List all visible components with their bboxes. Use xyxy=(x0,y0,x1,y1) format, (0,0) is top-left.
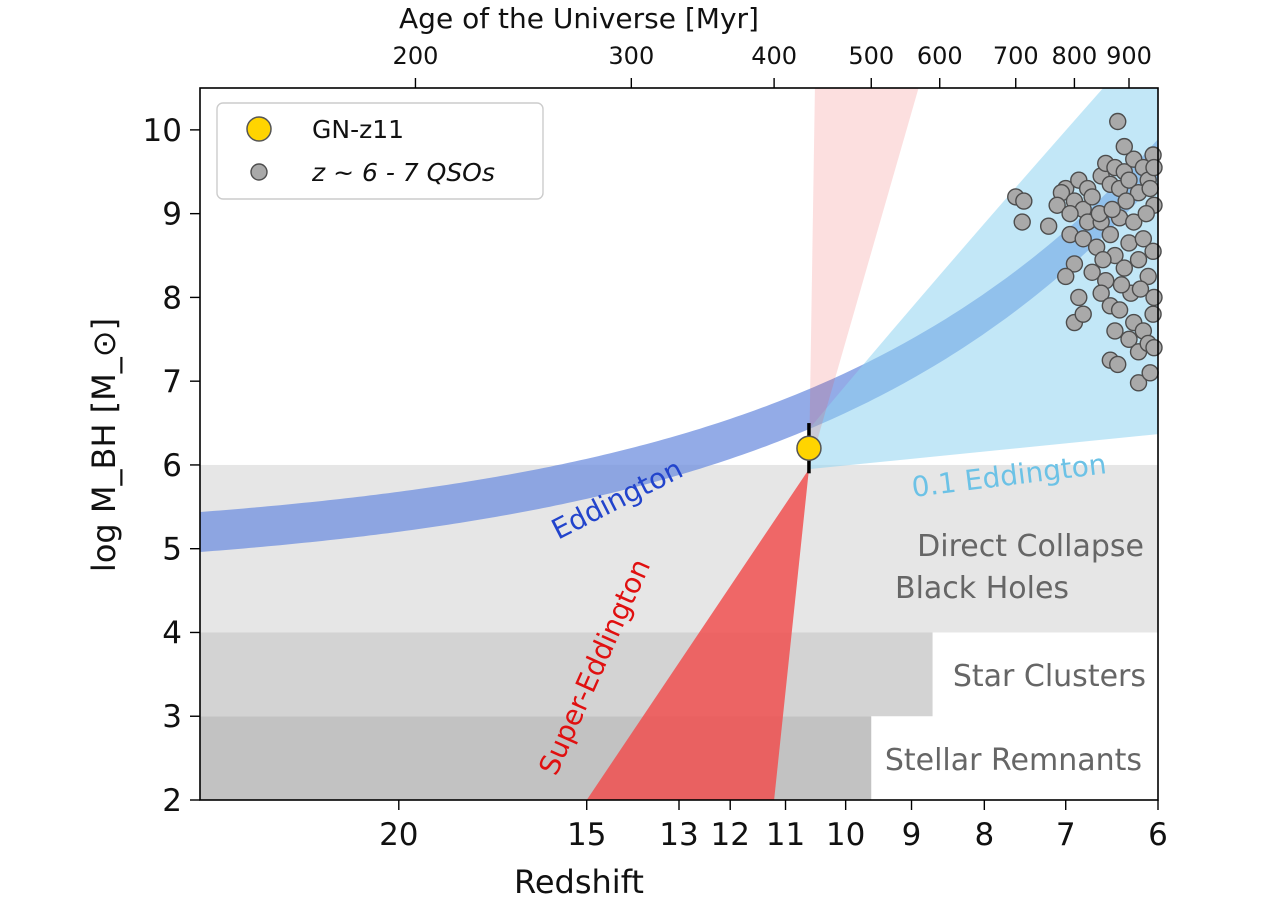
x-tick-label: 11 xyxy=(766,817,805,853)
y-tick-label: 7 xyxy=(162,364,182,400)
qso-point xyxy=(1129,251,1148,269)
y-tick-label: 8 xyxy=(162,280,182,316)
qso-point xyxy=(1061,204,1079,223)
legend: GN-z11 z ~ 6 - 7 QSOs xyxy=(216,102,544,200)
qso-point xyxy=(1129,374,1148,392)
y-tick-label: 6 xyxy=(162,448,182,484)
y-tick-label: 9 xyxy=(162,197,182,233)
qso-point xyxy=(1137,204,1155,223)
top-tick-label: 300 xyxy=(608,42,654,70)
qso-point xyxy=(1120,171,1138,189)
region-label-stellar-remnants: Stellar Remnants xyxy=(885,743,1142,778)
qso-point xyxy=(1145,158,1163,177)
qso-point xyxy=(1065,255,1084,273)
super-eddington-band-upper xyxy=(808,88,919,470)
y-tick-label: 2 xyxy=(162,783,182,819)
qso-point xyxy=(1109,112,1127,131)
region-0 xyxy=(200,464,1158,633)
x-tick-label: 8 xyxy=(974,817,994,853)
top-tick-label: 700 xyxy=(993,42,1039,70)
legend-gnz11-marker xyxy=(246,116,272,142)
qso-point xyxy=(1057,267,1075,286)
top-tick-label: 800 xyxy=(1052,42,1098,70)
top-tick-label: 600 xyxy=(917,42,963,70)
top-tick-label: 200 xyxy=(393,42,439,70)
qso-point xyxy=(1120,330,1138,348)
y-tick-label: 10 xyxy=(143,113,182,149)
x-axis-title: Redshift xyxy=(514,863,644,901)
x-tick-label: 13 xyxy=(659,817,698,853)
x-tick-label: 6 xyxy=(1148,817,1168,853)
region-label-dcbh: Direct Collapse xyxy=(917,529,1144,564)
qso-point xyxy=(1101,225,1120,244)
top-tick-label: 500 xyxy=(848,42,894,70)
qso-point xyxy=(1039,217,1058,235)
qso-point xyxy=(1144,305,1162,323)
qso-point xyxy=(1139,267,1157,286)
x-tick-label: 15 xyxy=(567,817,606,853)
x-tick-label: 7 xyxy=(1056,817,1076,853)
region-label-dcbh: Black Holes xyxy=(895,571,1069,606)
qso-point xyxy=(1083,188,1101,206)
qso-point xyxy=(1074,230,1092,248)
legend-qso-label: z ~ 6 - 7 QSOs xyxy=(311,158,495,187)
qso-point xyxy=(1125,213,1143,231)
top-axis-title: Age of the Universe [Myr] xyxy=(399,2,759,35)
qso-point xyxy=(1106,322,1124,340)
qso-point xyxy=(1092,284,1110,302)
qso-point xyxy=(1110,301,1129,319)
axis-ticks: 20 15 13 12 11 10 9 8 7 6 2 3 4 5 6 7 8 9 10 200 300 400 500 60… xyxy=(143,42,1168,853)
qso-point xyxy=(1109,355,1127,374)
qso-point xyxy=(1115,259,1133,277)
top-tick-label: 900 xyxy=(1106,42,1152,70)
region-label-star-clusters: Star Clusters xyxy=(953,659,1146,694)
qso-point xyxy=(1083,263,1101,281)
qso-point xyxy=(1103,200,1121,219)
qso-point xyxy=(1015,192,1033,210)
x-tick-label: 9 xyxy=(902,817,922,853)
points-layer xyxy=(796,112,1163,474)
qso-point xyxy=(1117,192,1135,210)
legend-gnz11-label: GN-z11 xyxy=(312,115,404,144)
qso-point xyxy=(1013,213,1031,231)
x-tick-label: 12 xyxy=(710,817,749,853)
y-tick-label: 3 xyxy=(162,699,182,735)
legend-qso-marker xyxy=(250,163,268,181)
gnz11-point xyxy=(796,435,822,461)
x-tick-label: 10 xyxy=(826,817,865,853)
qso-point xyxy=(1131,280,1150,298)
qso-point xyxy=(1115,137,1133,156)
qso-point xyxy=(1048,196,1066,214)
qso-point xyxy=(1141,364,1159,382)
legend-box xyxy=(216,102,544,200)
x-tick-label: 20 xyxy=(379,817,418,853)
qso-point xyxy=(1094,251,1112,269)
qso-point xyxy=(1145,338,1163,357)
top-tick-label: 400 xyxy=(751,42,797,70)
qso-point xyxy=(1070,288,1088,307)
region-1 xyxy=(200,632,933,717)
qso-point xyxy=(1134,230,1153,248)
qso-point xyxy=(1120,234,1138,252)
qso-point xyxy=(1141,179,1159,198)
qso-point xyxy=(1112,276,1131,294)
qso-point xyxy=(1144,242,1162,261)
qso-point xyxy=(1074,305,1092,323)
super-eddington-band xyxy=(586,469,809,800)
y-tick-label: 5 xyxy=(162,532,182,568)
y-tick-label: 4 xyxy=(162,615,182,651)
y-axis-title: log M_BH [M_⊙] xyxy=(85,318,123,572)
bands-layer xyxy=(200,88,1158,800)
